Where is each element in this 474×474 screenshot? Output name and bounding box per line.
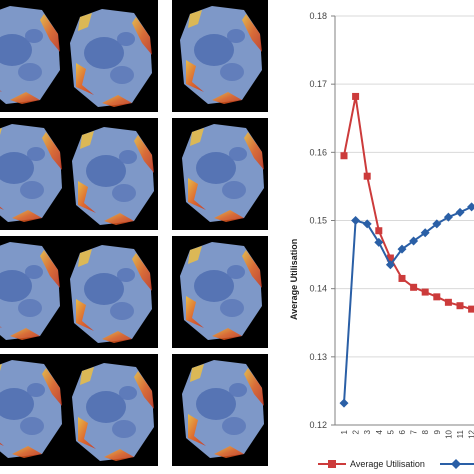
y-tick-label: 0.17 bbox=[309, 79, 327, 89]
x-tick-label: 10 bbox=[444, 429, 453, 438]
data-point-diamond bbox=[397, 244, 407, 254]
heatmap-thumbnail bbox=[62, 236, 158, 348]
heatmap-thumbnail bbox=[62, 354, 158, 466]
data-point-square bbox=[456, 302, 464, 310]
y-tick-label: 0.18 bbox=[309, 11, 327, 21]
legend-marker-average-utilisation bbox=[328, 460, 336, 468]
heatmap-thumbnail bbox=[172, 354, 268, 466]
data-point-diamond bbox=[351, 216, 361, 225]
data-point-diamond bbox=[420, 228, 430, 238]
x-tick-label: 4 bbox=[375, 429, 384, 434]
data-point-diamond bbox=[374, 237, 384, 247]
data-point-diamond bbox=[339, 398, 349, 408]
series-line-2 bbox=[343, 205, 473, 404]
data-point-diamond bbox=[443, 212, 453, 222]
x-tick-label: 12 bbox=[468, 429, 474, 438]
data-point-diamond bbox=[362, 219, 372, 229]
data-point-square bbox=[398, 274, 406, 282]
chart-gridlines bbox=[335, 15, 474, 358]
data-point-diamond bbox=[467, 202, 474, 212]
x-tick-label: 2 bbox=[352, 429, 361, 434]
y-tick-label: 0.12 bbox=[309, 420, 327, 430]
x-tick-label: 3 bbox=[363, 429, 372, 434]
x-tick-label: 6 bbox=[398, 429, 407, 434]
x-tick-label: 11 bbox=[456, 429, 465, 438]
data-point-square bbox=[375, 227, 383, 235]
data-point-diamond bbox=[385, 260, 395, 270]
x-tick-label: 9 bbox=[433, 429, 442, 434]
data-point-square bbox=[444, 298, 452, 306]
data-point-square bbox=[340, 152, 348, 160]
x-tick-label: 7 bbox=[410, 429, 419, 434]
data-point-square bbox=[352, 92, 360, 100]
y-tick-label: 0.15 bbox=[309, 216, 327, 226]
data-point-diamond bbox=[455, 207, 465, 217]
legend-marker-series-2 bbox=[451, 459, 461, 469]
series-line-average-utilisation bbox=[343, 96, 472, 311]
x-tick-label: 1 bbox=[340, 429, 349, 434]
x-tick-label: 8 bbox=[421, 429, 430, 434]
data-point-diamond bbox=[432, 219, 442, 229]
heatmap-thumbnail bbox=[0, 0, 66, 112]
y-axis-label: Average Utilisation bbox=[289, 239, 299, 320]
x-tick-label: 5 bbox=[386, 429, 395, 434]
heatmap-thumbnail bbox=[172, 236, 268, 348]
data-point-square bbox=[386, 254, 394, 262]
heatmap-thumbnail bbox=[0, 354, 66, 466]
heatmap-thumbnail bbox=[0, 118, 66, 230]
heatmap-thumbnail bbox=[62, 118, 158, 230]
data-point-square bbox=[410, 283, 418, 291]
data-point-square bbox=[433, 293, 441, 301]
data-point-square bbox=[421, 288, 429, 296]
data-point-square bbox=[363, 172, 371, 180]
y-tick-label: 0.14 bbox=[309, 284, 327, 294]
heatmap-thumbnail bbox=[172, 0, 268, 112]
heatmap-thumbnail bbox=[62, 0, 158, 112]
chart-legend: Average Utilisation bbox=[318, 459, 474, 469]
y-tick-label: 0.13 bbox=[309, 352, 327, 362]
heatmap-thumbnail bbox=[172, 118, 268, 230]
data-point-square bbox=[468, 305, 474, 313]
heatmap-thumbnail bbox=[0, 236, 66, 348]
y-tick-label: 0.16 bbox=[309, 147, 327, 157]
data-point-diamond bbox=[409, 236, 419, 246]
legend-label-average-utilisation: Average Utilisation bbox=[350, 459, 425, 469]
